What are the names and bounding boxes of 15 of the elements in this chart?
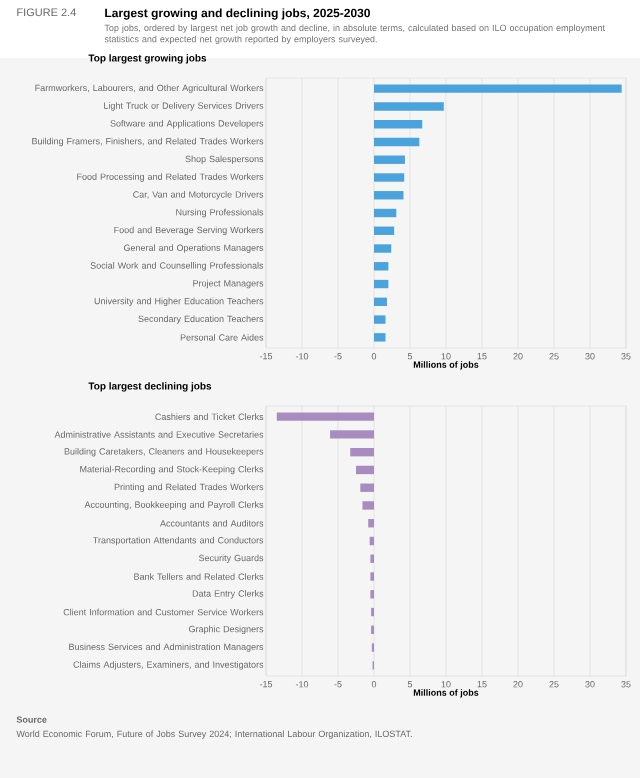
- bar: [373, 84, 622, 93]
- bar: [373, 333, 386, 342]
- bar: [373, 173, 405, 182]
- bar: [373, 244, 392, 253]
- bar: [373, 155, 405, 164]
- bar: [373, 102, 444, 111]
- bar: [373, 191, 404, 200]
- bar: [373, 315, 386, 324]
- bar: [373, 279, 389, 289]
- bar: [373, 297, 387, 307]
- bar: [373, 208, 397, 218]
- bar: [373, 262, 389, 271]
- bar: [373, 137, 420, 147]
- bar: [373, 226, 395, 235]
- bar: [373, 119, 423, 129]
